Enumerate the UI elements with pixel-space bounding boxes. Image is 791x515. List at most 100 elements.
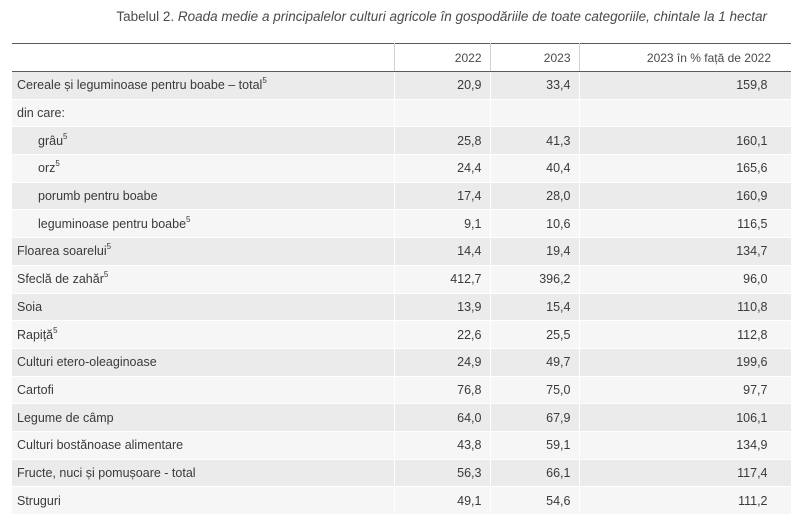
table-row: Cartofi 76,8 75,0 97,7 (12, 376, 791, 405)
row-label: Cereale și leguminoase pentru boabe – to… (12, 71, 395, 100)
footnote-marker: 5 (55, 159, 60, 169)
table-header: 2022 2023 2023 în % față de 2022 (12, 43, 791, 72)
row-label-text: Fructe, nuci și pomușoare - total (17, 465, 196, 480)
row-label: Culturi etero-oleaginoase (12, 348, 395, 377)
table-row: leguminoase pentru boabe5 9,1 10,6 116,5 (12, 209, 791, 239)
row-label-text: Legume de câmp (17, 410, 114, 425)
table-row: din care: (12, 99, 791, 128)
header-row: 2022 2023 2023 în % față de 2022 (12, 43, 791, 72)
value-percent: 106,1 (579, 403, 791, 432)
value-2022: 24,4 (394, 154, 491, 183)
value-2022: 25,8 (394, 126, 491, 156)
header-label (12, 43, 395, 72)
value-2023: 66,1 (490, 459, 580, 488)
row-label-text: Cartofi (17, 382, 54, 397)
row-label-text: Cereale și leguminoase pentru boabe – to… (17, 78, 263, 93)
table-caption: Tabelul 2. Roada medie a principalelor c… (116, 9, 767, 24)
value-2022: 22,6 (394, 320, 491, 349)
row-label: porumb pentru boabe (12, 182, 395, 211)
footnote-marker: 5 (186, 214, 191, 224)
header-2023: 2023 (490, 43, 580, 72)
value-2023 (490, 99, 580, 128)
table-row: orz5 24,4 40,4 165,6 (12, 154, 791, 183)
table-row: grâu5 25,8 41,3 160,1 (12, 126, 791, 156)
table-row: Culturi etero-oleaginoase 24,9 49,7 199,6 (12, 348, 791, 377)
value-2022: 13,9 (394, 293, 491, 322)
value-2023: 15,4 (490, 293, 580, 322)
value-2023: 396,2 (490, 265, 580, 294)
value-percent: 111,2 (579, 486, 791, 515)
value-2023: 10,6 (490, 209, 580, 239)
value-2023: 25,5 (490, 320, 580, 349)
caption-prefix: Tabelul 2. (116, 9, 178, 24)
value-2022: 17,4 (394, 182, 491, 211)
value-percent: 160,9 (579, 182, 791, 211)
row-label-text: Culturi etero-oleaginoase (17, 355, 157, 370)
row-label: leguminoase pentru boabe5 (12, 209, 395, 239)
table-row: Fructe, nuci și pomușoare - total 56,3 66,… (12, 459, 791, 488)
value-2022: 9,1 (394, 209, 491, 239)
value-percent: 160,1 (579, 126, 791, 156)
footnote-marker: 5 (262, 76, 267, 86)
row-label-text: Rapiță (17, 327, 54, 342)
value-percent (579, 99, 791, 128)
value-2023: 41,3 (490, 126, 580, 156)
header-percent: 2023 în % față de 2022 (579, 43, 791, 72)
value-2022: 76,8 (394, 376, 491, 405)
header-2022: 2022 (394, 43, 491, 72)
row-label-text: Soia (17, 299, 43, 314)
footnote-marker: 5 (53, 325, 58, 335)
table-body: Cereale și leguminoase pentru boabe – to… (12, 71, 791, 515)
value-percent: 110,8 (579, 293, 791, 322)
caption-title: Roada medie a principalelor culturi agri… (177, 9, 767, 24)
row-label: Culturi bostănoase alimentare (12, 431, 395, 460)
value-2022: 56,3 (394, 459, 491, 488)
row-label-text: grâu (38, 133, 64, 148)
table-row: Soia 13,9 15,4 110,8 (12, 293, 791, 322)
row-label-text: Sfeclă de zahăr (17, 272, 104, 287)
row-label: Sfeclă de zahăr5 (12, 265, 395, 294)
value-2022: 14,4 (394, 237, 491, 266)
row-label: grâu5 (12, 126, 395, 156)
row-label: Struguri (12, 486, 395, 515)
table-row: Cereale și leguminoase pentru boabe – to… (12, 71, 791, 100)
footnote-marker: 5 (63, 131, 68, 141)
row-label: Rapiță5 (12, 320, 395, 349)
value-percent: 134,9 (579, 431, 791, 460)
value-percent: 116,5 (579, 209, 791, 239)
value-2023: 19,4 (490, 237, 580, 266)
value-percent: 134,7 (579, 237, 791, 266)
row-label: Cartofi (12, 376, 395, 405)
row-label-text: Struguri (17, 493, 61, 508)
value-2023: 67,9 (490, 403, 580, 432)
row-label-text: leguminoase pentru boabe (38, 216, 187, 231)
value-percent: 199,6 (579, 348, 791, 377)
table-row: Rapiță5 22,6 25,5 112,8 (12, 320, 791, 349)
row-label: Floarea soarelui5 (12, 237, 395, 266)
table-row: Legume de câmp 64,0 67,9 106,1 (12, 403, 791, 432)
row-label: Legume de câmp (12, 403, 395, 432)
value-percent: 159,8 (579, 71, 791, 100)
table-row: Floarea soarelui5 14,4 19,4 134,7 (12, 237, 791, 266)
value-2023: 49,7 (490, 348, 580, 377)
row-label-text: Floarea soarelui (17, 244, 107, 259)
value-2023: 59,1 (490, 431, 580, 460)
value-2022: 412,7 (394, 265, 491, 294)
value-2023: 33,4 (490, 71, 580, 100)
value-2023: 75,0 (490, 376, 580, 405)
row-label: Soia (12, 293, 395, 322)
table-row: Sfeclă de zahăr5 412,7 396,2 96,0 (12, 265, 791, 294)
row-label-text: orz (38, 161, 56, 176)
value-2022: 64,0 (394, 403, 491, 432)
row-label: din care: (12, 99, 395, 128)
row-label-text: Culturi bostănoase alimentare (17, 438, 184, 453)
value-percent: 96,0 (579, 265, 791, 294)
yield-table: 2022 2023 2023 în % față de 2022 Cereale… (12, 43, 791, 515)
row-label-text: din care: (17, 106, 65, 121)
table-row: Struguri 49,1 54,6 111,2 (12, 486, 791, 515)
value-percent: 117,4 (579, 459, 791, 488)
table-row: porumb pentru boabe 17,4 28,0 160,9 (12, 182, 791, 211)
footnote-marker: 5 (103, 270, 109, 280)
value-2023: 40,4 (490, 154, 580, 183)
value-2022 (394, 99, 491, 128)
